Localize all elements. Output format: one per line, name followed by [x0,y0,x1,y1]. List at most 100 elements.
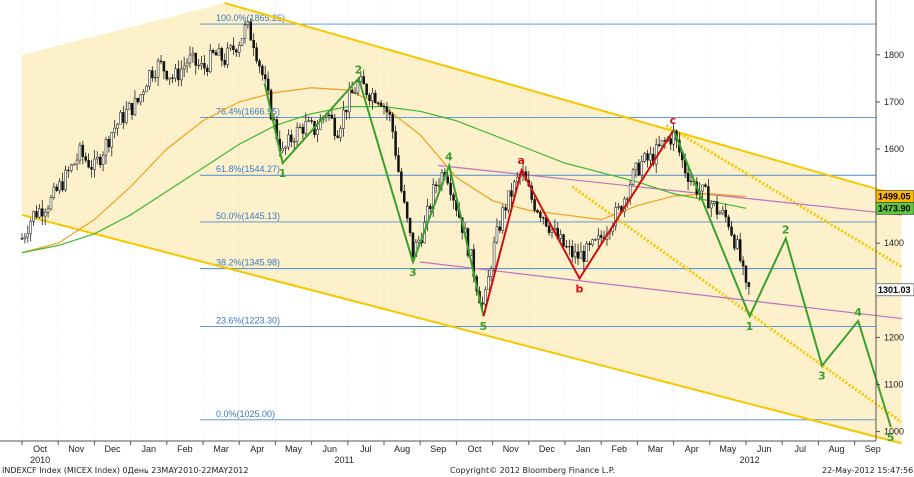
candle-body [400,171,403,192]
candle-body [107,139,111,148]
candle-body [371,92,374,102]
x-tick-label: Jan [576,444,591,454]
candle-body [669,138,672,145]
candle-body [599,235,603,238]
candle-body [125,108,128,123]
candle-body [744,265,748,283]
x-tick-label: Feb [612,444,628,454]
candle-body [145,85,148,93]
x-tick-label: Feb [177,444,193,454]
candle-body [252,39,255,48]
candle-body [736,239,739,249]
x-tick-label: Nov [68,444,85,454]
candle-body [148,70,151,87]
candle-body [327,114,331,116]
x-tick-label: Oct [467,444,482,454]
candle-body [261,65,264,75]
candle-body [403,190,406,203]
candle-body [177,68,180,81]
candle-body [49,197,53,210]
candle-body [646,153,649,161]
candle-body [738,239,742,261]
candle-body [255,47,258,62]
candle-body [243,24,247,39]
candle-body [733,234,736,249]
candle-body [707,186,710,209]
candle-body [168,77,171,80]
trend-lower-line [420,261,902,320]
wave-red-abc-label: b [575,283,583,296]
candle-body [397,155,400,172]
candle-body [72,163,76,166]
wave-green-projection-label: 5 [887,431,895,444]
wave-green-2011-label: 1 [279,167,287,180]
candle-body [142,91,145,95]
candle-body [98,156,102,165]
candle-body [345,109,348,113]
candle-body [660,140,664,146]
x-tick-label: Jul [795,444,807,454]
candle-body [127,102,131,110]
candle-body [487,276,490,290]
candle-body [391,114,394,132]
last-value-tag-label: 1473.90 [878,203,911,213]
candle-body [206,67,209,72]
candle-body [712,201,716,204]
candle-body [64,169,67,191]
candle-body [492,241,496,269]
candle-body [84,156,87,161]
x-tick-label: Oct [33,444,48,454]
candle-body [507,190,510,211]
candle-body [434,184,438,187]
candle-body [643,153,646,162]
candle-body [180,68,183,81]
candle-body [449,182,452,196]
x-tick-label: Aug [394,444,410,454]
candle-body [139,94,142,103]
candle-body [310,120,313,122]
candle-body [562,234,565,247]
candle-body [165,70,169,80]
wave-red-abc-label: c [670,114,677,127]
candle-body [362,76,365,85]
candle-body [171,77,174,79]
candle-body [542,217,545,219]
candle-body [249,21,253,41]
x-tick-label: Dec [539,444,556,454]
candle-body [382,105,386,108]
x-tick-label: Sep [430,444,446,454]
candle-body [570,245,574,258]
x-tick-label: Jul [360,444,372,454]
candle-body [55,186,59,191]
candle-body [353,92,357,94]
candle-body [220,48,224,61]
candle-body [110,132,114,148]
candle-body [550,229,554,233]
candle-body [301,126,305,134]
wave-green-projection-label: 4 [854,306,862,319]
candle-body [640,161,643,176]
candle-body [408,217,412,233]
candle-body [533,199,536,211]
candle-body [240,37,244,46]
candle-body [649,153,652,161]
last-value-tag-box [875,202,914,215]
candle-body [582,250,586,262]
candle-body [295,126,299,142]
candle-body [724,209,727,218]
candle-body [23,236,27,239]
candle-body [203,63,206,69]
candle-body [29,221,32,235]
footer-left: INDEXCF Index (MICEX Index) 0День 23MAY2… [2,466,248,475]
candle-body [235,49,238,53]
fib-level-label: 50.0%(1445.13) [216,211,280,221]
fib-level-label: 76.4%(1666.95) [216,106,280,116]
candle-body [504,207,507,211]
candle-body [536,210,539,213]
candle-body [78,144,82,161]
candle-body [634,162,638,171]
candle-body [385,106,389,113]
x-tick-label: Dec [104,444,121,454]
candle-body [217,48,221,56]
candle-body [657,144,661,146]
